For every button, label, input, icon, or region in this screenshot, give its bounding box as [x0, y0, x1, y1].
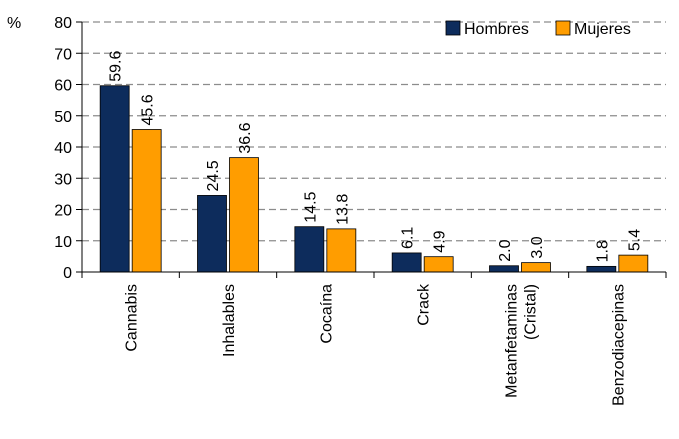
- bar-hombres: [489, 265, 519, 273]
- category-label: Inhalables: [221, 284, 238, 357]
- x-axis-categories: Cannabis Inhalables Cocaína Crack Metanfetam…: [124, 283, 628, 406]
- legend: Hombres Mujeres: [445, 20, 631, 38]
- bar-hombres: [294, 226, 325, 273]
- data-label: 6.1: [400, 227, 417, 249]
- legend-label-hombres: Hombres: [464, 21, 529, 38]
- legend-swatch-hombres: [445, 20, 461, 36]
- category-label: Cannabis: [124, 284, 141, 352]
- grid-lines: [82, 21, 666, 242]
- data-label: 13.8: [334, 194, 351, 225]
- category-label: Cocaína: [318, 284, 335, 344]
- y-tick-label: 50: [54, 109, 72, 126]
- data-label: 24.5: [205, 160, 222, 191]
- y-tick-label: 40: [54, 140, 72, 157]
- data-label: 1.8: [594, 240, 611, 262]
- bar-mujeres: [521, 262, 551, 273]
- data-label: 36.6: [237, 122, 254, 153]
- data-label: 3.0: [529, 236, 546, 258]
- data-label: 2.0: [497, 239, 514, 261]
- data-label: 5.4: [626, 229, 643, 251]
- y-tick-label: 0: [63, 265, 72, 282]
- y-tick-label: 70: [54, 46, 72, 63]
- y-tick-label: 30: [54, 171, 72, 188]
- y-axis-ticks: 0 10 20 30 40 50 60 70 80: [54, 15, 82, 282]
- bars: [99, 85, 649, 273]
- data-label: 14.5: [302, 191, 319, 222]
- bar-mujeres: [423, 256, 454, 273]
- y-tick-label: 20: [54, 203, 72, 220]
- y-axis-unit-label: %: [7, 15, 21, 32]
- y-tick-label: 80: [54, 15, 72, 32]
- data-label: 59.6: [108, 51, 125, 82]
- bar-hombres: [197, 195, 227, 273]
- bar-mujeres: [229, 157, 259, 273]
- y-tick-label: 10: [54, 234, 72, 251]
- data-labels: 59.6 45.6 24.5 36.6 14.5 13.8 6.1 4.9 2.0 3.0 1.8 5…: [108, 51, 644, 263]
- category-label: (Cristal): [523, 284, 540, 340]
- bar-mujeres: [326, 228, 357, 273]
- bar-mujeres: [618, 254, 649, 273]
- axes: [81, 22, 667, 278]
- data-label: 45.6: [140, 94, 157, 125]
- bar-hombres: [391, 252, 422, 273]
- category-label: Metanfetaminas: [504, 284, 521, 398]
- bar-mujeres: [131, 129, 162, 273]
- y-tick-label: 60: [54, 78, 72, 95]
- category-label: Benzodiacepinas: [610, 284, 627, 406]
- legend-label-mujeres: Mujeres: [574, 21, 631, 38]
- category-label: Crack: [416, 283, 433, 326]
- legend-swatch-mujeres: [555, 20, 571, 36]
- data-label: 4.9: [432, 230, 449, 252]
- bar-hombres: [99, 85, 130, 273]
- bar-hombres: [586, 265, 617, 273]
